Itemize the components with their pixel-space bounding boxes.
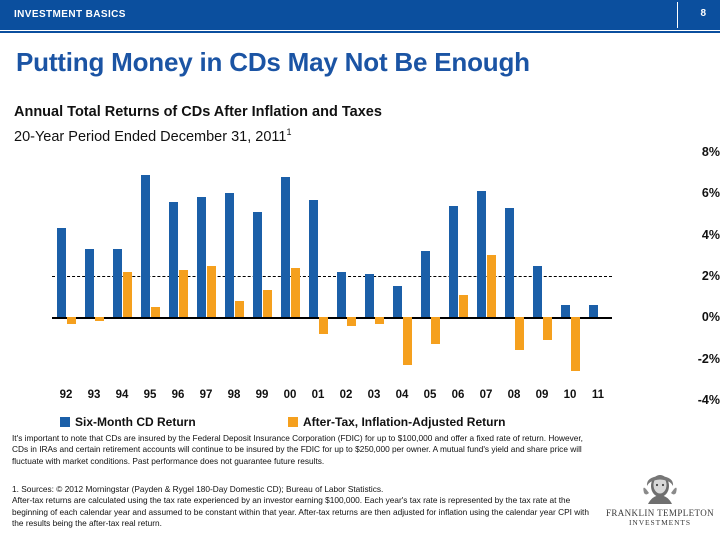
bar-05-cd-return [420,251,430,318]
bar-99-after-tax [262,290,272,318]
x-axis-tick-11: 11 [591,389,605,401]
bar-93-after-tax [94,317,104,322]
bar-96-cd-return [168,201,178,318]
bar-10-cd-return [560,304,570,318]
zero-baseline [52,317,612,319]
disclaimer-text: It's important to note that CDs are insu… [12,433,583,466]
bar-98-after-tax [234,300,244,318]
bar-08-after-tax [514,317,524,351]
bar-98-cd-return [224,193,234,318]
x-axis-tick-08: 08 [507,389,521,401]
x-axis-tick-05: 05 [423,389,437,401]
x-axis-tick-98: 98 [227,389,241,401]
x-axis-tick-10: 10 [563,389,577,401]
y-axis-tick--4pct: -4% [697,393,720,407]
bar-92-after-tax [66,317,76,324]
bar-00-cd-return [280,176,290,318]
chart-subtitle-line2-text: 20-Year Period Ended December 31, 2011 [14,128,287,145]
bar-03-after-tax [374,317,384,324]
bar-04-after-tax [402,317,412,365]
chart-subtitle-line1: Annual Total Returns of CDs After Inflat… [14,104,382,120]
header-rule [0,31,720,33]
y-axis-tick-0pct: 0% [701,310,720,325]
bar-97-cd-return [196,197,206,318]
legend-label-cd-return: Six-Month CD Return [75,415,196,429]
x-axis-tick-94: 94 [115,389,129,401]
bar-93-cd-return [84,249,94,318]
plot-area [52,152,612,400]
bar-06-cd-return [448,205,458,318]
bar-06-after-tax [458,294,468,318]
x-axis-tick-06: 06 [451,389,465,401]
bar-11-cd-return [588,304,598,318]
legend-label-after-tax: After-Tax, Inflation-Adjusted Return [303,415,506,429]
bar-96-after-tax [178,269,188,318]
bar-02-cd-return [336,271,346,318]
y-axis-tick-4pct: 4% [701,227,720,242]
sources-text: 1. Sources: © 2012 Morningstar (Payden &… [12,484,590,530]
bar-10-after-tax [570,317,580,372]
sources-line1: 1. Sources: © 2012 Morningstar (Payden &… [12,484,384,494]
x-axis-tick-95: 95 [143,389,157,401]
header-divider [677,2,678,28]
x-axis-tick-92: 92 [59,389,73,401]
bar-08-cd-return [504,207,514,318]
reference-line-2pct [52,276,612,277]
x-axis-tick-07: 07 [479,389,493,401]
bar-07-after-tax [486,255,496,318]
bar-07-cd-return [476,191,486,318]
sources-body: After-tax returns are calculated using t… [12,495,589,529]
legend-item-cd-return: Six-Month CD Return [60,415,196,429]
bar-03-cd-return [364,273,374,318]
y-axis-tick-2pct: 2% [701,269,720,283]
bar-97-after-tax [206,265,216,318]
bar-09-cd-return [532,265,542,318]
bar-95-cd-return [140,174,150,318]
bar-99-cd-return [252,211,262,318]
x-axis-tick-97: 97 [199,389,213,401]
x-axis-tick-02: 02 [339,389,353,401]
franklin-portrait-icon [643,475,677,504]
x-axis-tick-01: 01 [311,389,325,401]
header-kicker: INVESTMENT BASICS [14,9,126,20]
x-axis-tick-04: 04 [395,389,409,401]
x-axis-tick-09: 09 [535,389,549,401]
legend-swatch-blue [60,417,70,427]
bar-01-after-tax [318,317,328,334]
x-axis-tick-00: 00 [283,389,297,401]
x-axis: 92 93 94 95 96 97 98 99 00 01 02 03 04 05 06 07 08 09 10 11 [52,389,612,405]
bar-92-cd-return [56,228,66,318]
bar-01-cd-return [308,199,318,318]
bar-05-after-tax [430,317,440,345]
logo-name: FRANKLIN TEMPLETON [605,508,715,518]
header-bar [0,0,720,30]
chart-subtitle-line2: 20-Year Period Ended December 31, 20111 [14,127,291,145]
y-axis-tick-6pct: 6% [701,186,720,201]
page-title: Putting Money in CDs May Not Be Enough [16,47,530,77]
bar-94-after-tax [122,271,132,318]
page-number: 8 [700,8,706,19]
x-axis-tick-93: 93 [87,389,101,401]
bar-04-cd-return [392,286,402,318]
y-axis-tick-8pct: 8% [701,145,720,159]
x-axis-tick-99: 99 [255,389,269,401]
bar-95-after-tax [150,307,160,318]
logo-sub: INVESTMENTS [629,518,691,527]
legend-item-after-tax: After-Tax, Inflation-Adjusted Return [288,415,505,429]
x-axis-tick-03: 03 [367,389,381,401]
bar-02-after-tax [346,317,356,326]
franklin-templeton-logo: FRANKLIN TEMPLETON INVESTMENTS [606,473,714,535]
bar-94-cd-return [112,249,122,318]
x-axis-tick-96: 96 [171,389,185,401]
bar-09-after-tax [542,317,552,341]
chart-legend: Six-Month CD Return After-Tax, Inflation… [52,415,612,431]
bar-00-after-tax [290,267,300,318]
bar-chart: 8% 6% 4% 2% 0% -2% -4% [0,145,720,407]
legend-swatch-orange [288,417,298,427]
y-axis-tick--2pct: -2% [697,351,720,366]
footnote-marker: 1 [286,127,292,137]
